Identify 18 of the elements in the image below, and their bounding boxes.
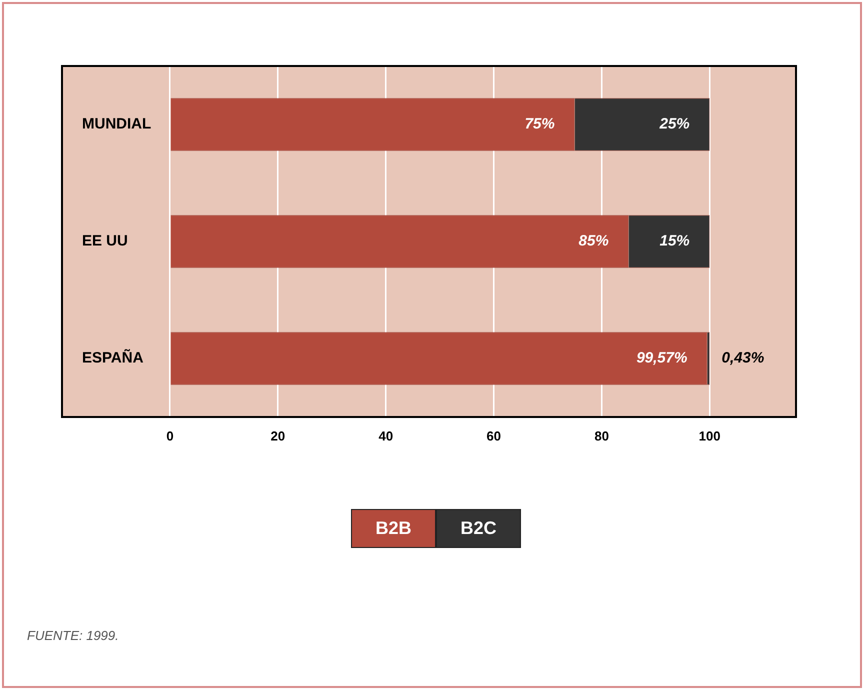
- data-label: 85%: [578, 232, 609, 250]
- x-tick-label: 60: [486, 428, 501, 444]
- x-tick-label: 40: [378, 428, 394, 444]
- data-label: 99,57%: [636, 350, 688, 367]
- data-label: 75%: [524, 116, 555, 133]
- x-tick-label: 0: [166, 428, 174, 444]
- text: B2C: [436, 509, 521, 548]
- x-tick-label: 80: [594, 428, 609, 444]
- source-note: FUENTE: 1999.: [27, 628, 119, 643]
- text: B2B: [351, 509, 436, 548]
- x-tick-label: 100: [698, 428, 720, 444]
- y-tick-label: EE UU: [82, 232, 128, 250]
- data-label: 0,43%: [722, 350, 764, 367]
- x-tick-label: 20: [270, 428, 286, 444]
- y-tick-label: MUNDIAL: [82, 116, 152, 133]
- data-label: 25%: [658, 116, 690, 133]
- data-label: 15%: [660, 232, 690, 250]
- y-tick-label: ESPAÑA: [82, 348, 144, 367]
